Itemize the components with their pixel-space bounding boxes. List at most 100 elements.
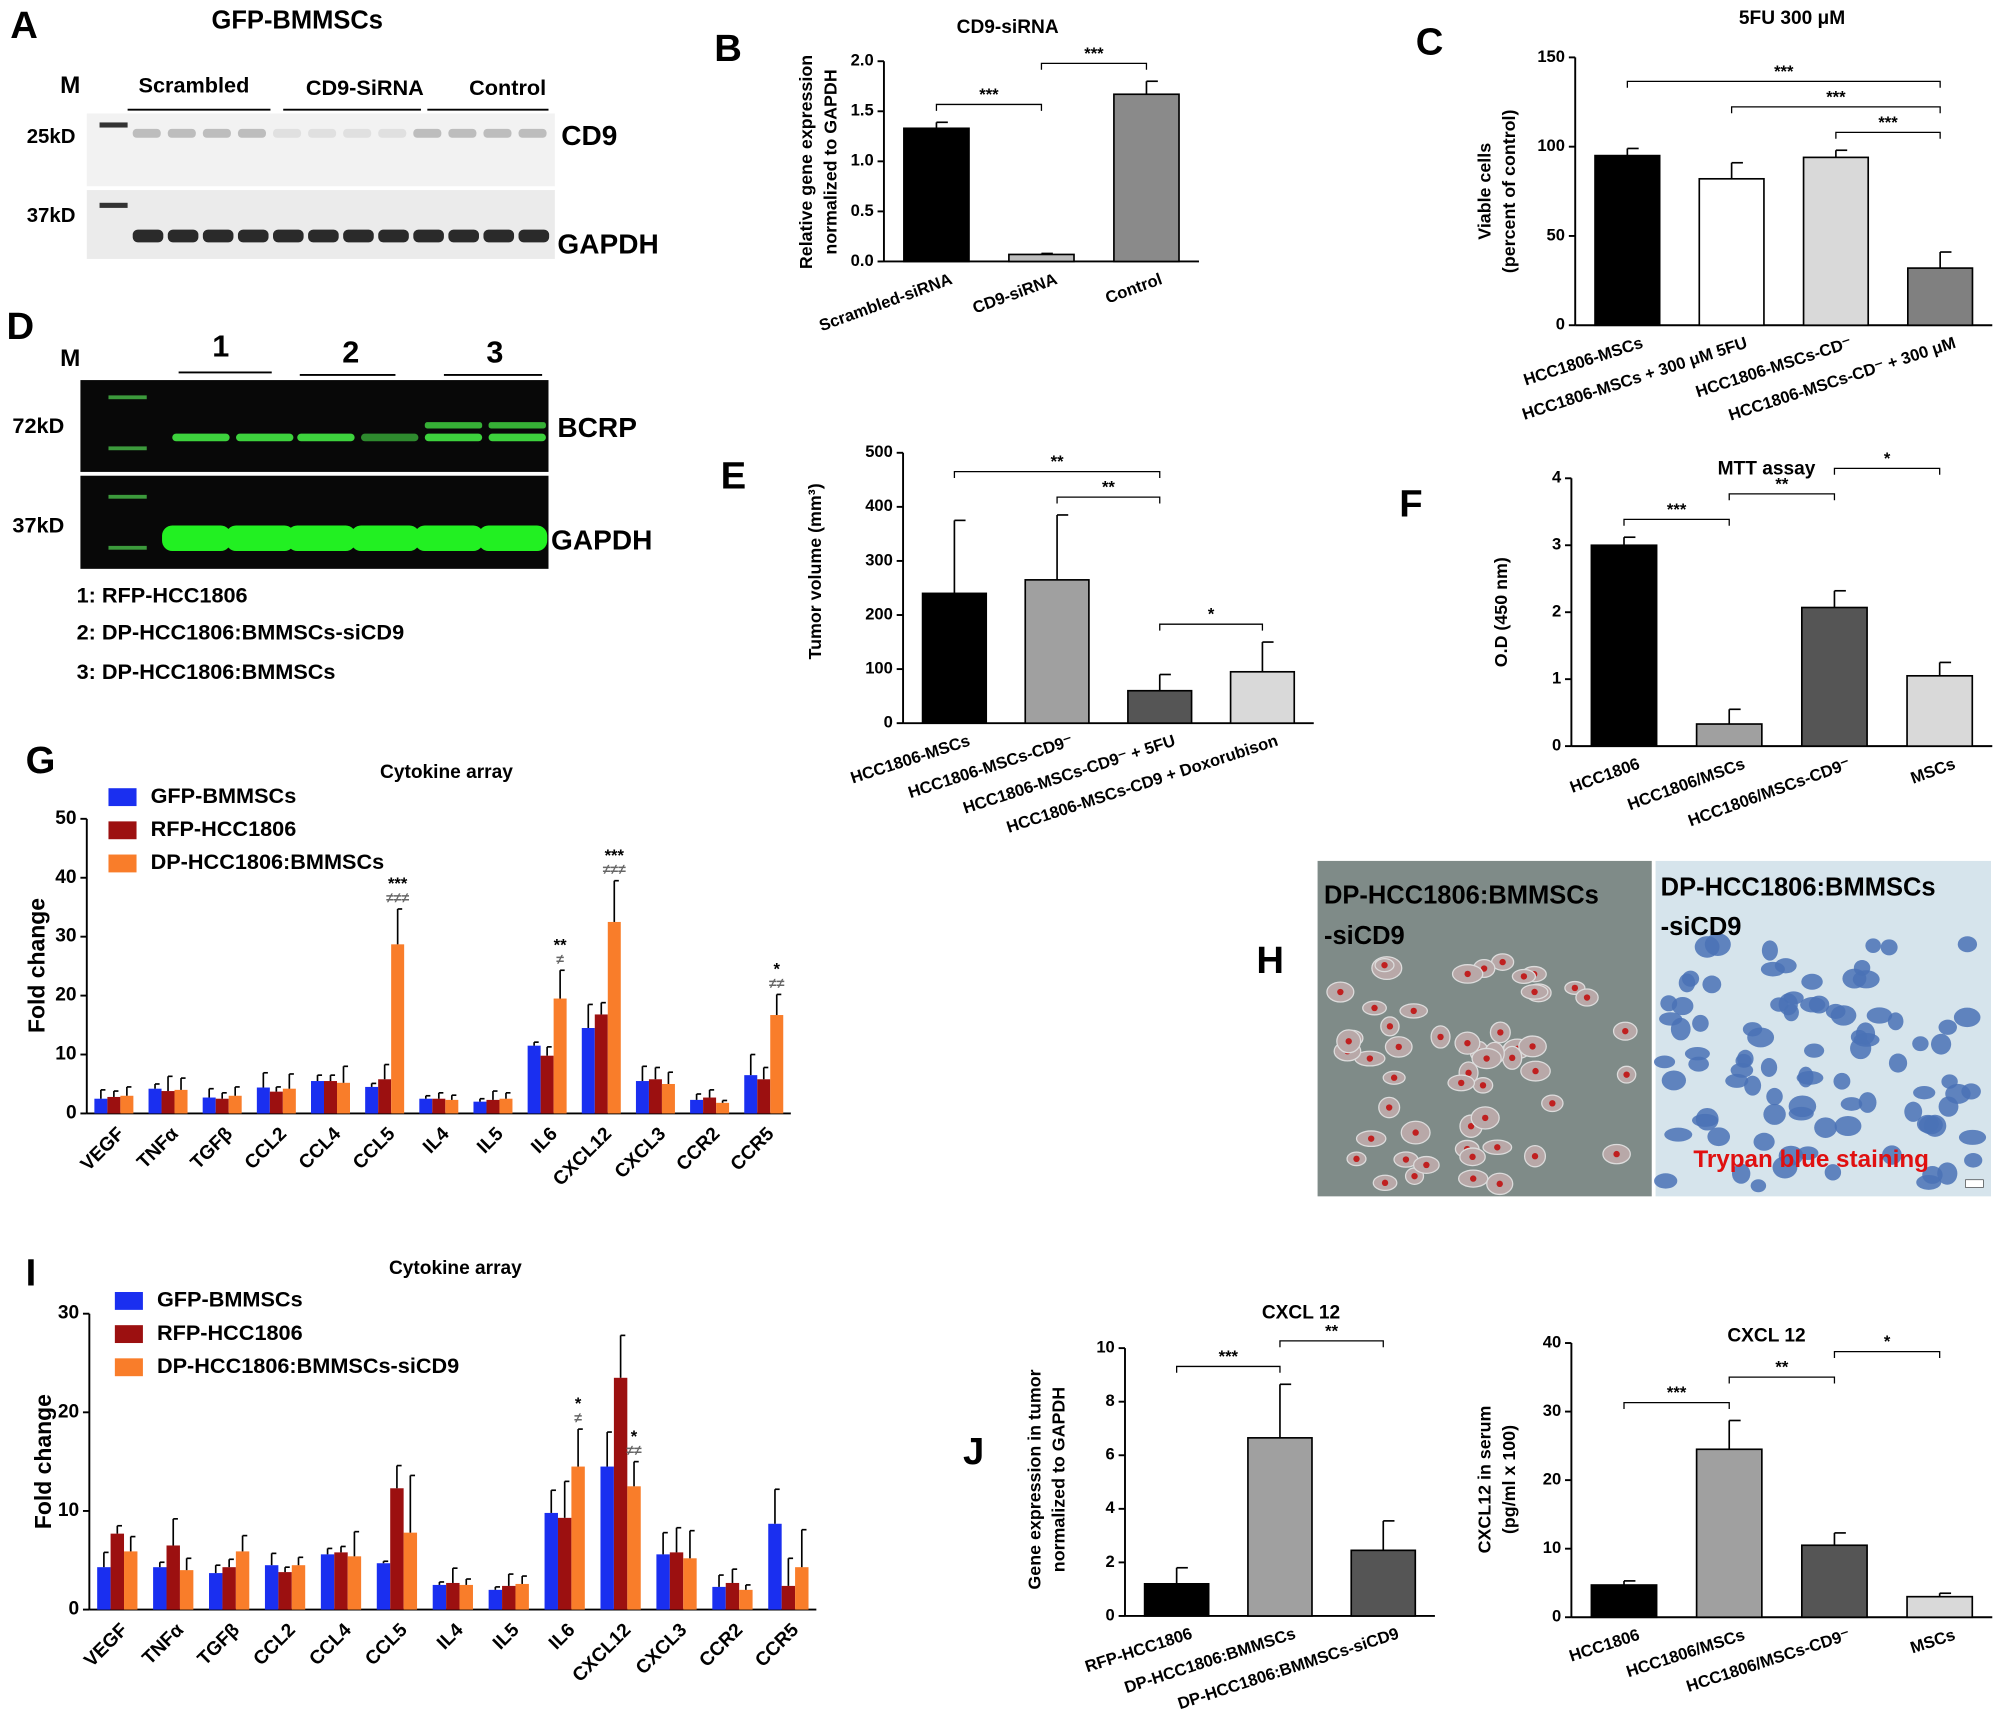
bar [174,1089,188,1114]
panel-letter: G [26,739,56,782]
bar [153,1567,167,1610]
cell [1922,1166,1943,1184]
bar [613,1377,628,1610]
nucleus [1496,1180,1503,1188]
error-bar [731,1568,738,1583]
y-tick-label: 0 [1106,1605,1115,1624]
significance-label: ≠ [574,1410,582,1426]
bracket [1728,493,1836,501]
bar [391,944,405,1114]
error-bar [762,1066,769,1080]
error-bar [437,1091,444,1099]
significance-label: *** [979,85,999,104]
bar [1008,253,1075,263]
band [343,229,374,243]
size-label: 37kD [27,205,76,227]
cell [1865,938,1881,953]
nucleus [1437,1033,1444,1041]
error-bar [1938,1592,1952,1597]
y-tick-label: 6 [1106,1445,1115,1464]
legend-swatch [114,1358,143,1377]
y-tick-label: 50 [1547,225,1565,244]
error-bar [208,1087,214,1098]
bar [390,1488,404,1610]
y-axis-label: O.D (450 nm) [1491,557,1511,667]
x-tick-label: CXCL3 [632,1620,691,1679]
error-bar [103,1551,109,1568]
bar [161,1091,175,1114]
y-tick-label: 2 [1552,602,1561,621]
cell [1888,1053,1908,1073]
error-bar [275,1086,281,1092]
error-bar [1382,1520,1395,1551]
cell [1953,1007,1981,1028]
legend-swatch [114,1325,143,1344]
band [483,128,512,138]
nucleus [1371,1004,1378,1012]
bar [544,1512,558,1610]
nucleus [1465,1069,1472,1077]
bar [320,1554,335,1610]
cell [1830,1005,1857,1026]
error-bar [695,1093,702,1100]
nucleus [1353,1155,1360,1163]
bar [1590,1584,1658,1619]
error-bar [329,1074,336,1082]
band [350,525,420,551]
error-bar [1938,661,1952,676]
x-tick-label: IL4 [419,1123,454,1158]
panel-letter: H [1256,939,1284,982]
error-bar [587,1003,593,1029]
band-label: BCRP [557,412,636,443]
bar [1801,1544,1868,1619]
band [518,229,550,243]
nucleus [1337,988,1344,996]
y-tick-label: 0 [884,713,893,732]
y-tick-label: 2.0 [851,51,874,70]
bar [768,1523,782,1610]
error-bar [270,1552,277,1566]
bar [110,1533,125,1610]
bar [716,1102,730,1114]
y-tick-label: 10 [55,1044,76,1065]
chart-title: MTT assay [1718,458,1816,479]
bar [1802,156,1870,327]
bar [278,1572,292,1610]
y-axis-label: normalized to GAPDH [1049,1387,1069,1572]
error-bar [214,1564,221,1574]
x-tick-label: HCC1806 [1567,1625,1642,1666]
y-tick-label: 0 [1552,1607,1561,1626]
lane-label: 3 [486,336,503,370]
bar [432,1584,447,1610]
x-tick-label: CCR5 [727,1123,779,1175]
nucleus [1470,1175,1477,1182]
image-label: DP-HCC1806:BMMSCs [1324,881,1599,909]
bar [1350,1549,1417,1617]
significance-label: *** [388,874,408,893]
y-tick-label: 4 [1552,468,1562,487]
x-tick-label: TNFα [133,1123,183,1173]
error-bar [340,1545,346,1553]
ladder-band [108,446,147,451]
y-tick-label: 200 [865,604,893,623]
group-label: Scrambled [139,72,250,97]
bar [1906,674,1974,747]
lane-key: 2: DP-HCC1806:BMMSCs-siCD9 [77,620,405,645]
cell [1930,1033,1952,1055]
cell [1744,1075,1762,1096]
bar [97,1567,111,1610]
error-bar [1056,514,1069,580]
bracket [1626,80,1941,88]
band [162,525,231,551]
error-bar [1835,149,1848,158]
bar [166,1545,180,1610]
y-tick-label: 30 [58,1303,79,1324]
bracket [1833,467,1941,475]
cell [1866,1007,1893,1024]
error-bar [654,1066,660,1080]
cell [1853,1033,1880,1047]
bar [648,1079,662,1114]
bar [781,1585,796,1610]
bar [473,1101,487,1114]
error-bar [749,1053,756,1076]
